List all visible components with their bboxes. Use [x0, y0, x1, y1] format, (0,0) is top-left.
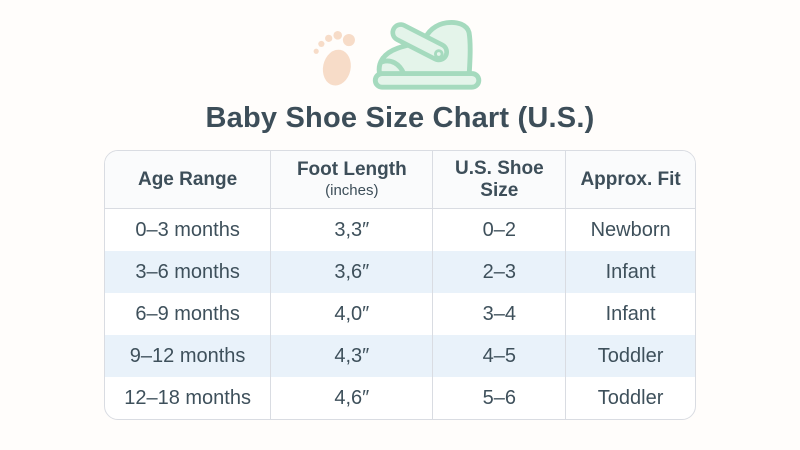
cell-age-range: 6–9 months — [135, 302, 240, 325]
column-header-label: Age Range — [137, 168, 238, 190]
column-header-foot-length: Foot Length (inches) — [270, 151, 432, 208]
baby-shoe-icon — [372, 19, 482, 90]
cell-shoe-size: 0–2 — [432, 209, 565, 251]
column-header-sublabel: (inches) — [325, 182, 379, 200]
table-row-2: 6–9 months 4,0″ 3–4 Infant — [105, 293, 695, 335]
table-row-1: 3–6 months 3,6″ 2–3 Infant — [105, 251, 695, 293]
baby-footprint-icon — [313, 31, 355, 86]
table-row-3: 9–12 months 4,3″ 4–5 Toddler — [105, 335, 695, 377]
header-icons — [0, 0, 800, 96]
cell-approx-fit: Toddler — [565, 377, 695, 419]
cell-shoe-size: 4–5 — [432, 335, 565, 377]
cell-age-range: 3–6 months — [135, 260, 240, 283]
cell-shoe-size: 2–3 — [432, 251, 565, 293]
cell-foot-length: 4,6″ — [270, 377, 432, 419]
size-chart-table: Age Range Foot Length (inches) U.S. Shoe… — [104, 150, 696, 420]
cell-shoe-size: 5–6 — [432, 377, 565, 419]
cell-foot-length: 4,3″ — [270, 335, 432, 377]
cell-age-range: 0–3 months — [135, 218, 240, 241]
cell-foot-length: 3,6″ — [270, 251, 432, 293]
cell-age-range: 9–12 months — [129, 344, 246, 367]
column-header-label: Approx. Fit — [580, 168, 681, 190]
column-header-us-shoe-size: U.S. Shoe Size — [432, 151, 565, 208]
cell-shoe-size: 3–4 — [432, 293, 565, 335]
column-header-label: U.S. Shoe Size — [454, 157, 544, 201]
cell-approx-fit: Toddler — [565, 335, 695, 377]
page-title: Baby Shoe Size Chart (U.S.) — [205, 102, 595, 134]
table-row-0: 0–3 months 3,3″ 0–2 Newborn — [105, 209, 695, 251]
column-header-label: Foot Length — [296, 159, 407, 181]
cell-age-range: 12–18 months — [124, 386, 251, 409]
cell-approx-fit: Infant — [565, 293, 695, 335]
cell-approx-fit: Newborn — [565, 209, 695, 251]
table-header-row: Age Range Foot Length (inches) U.S. Shoe… — [105, 151, 695, 209]
column-header-approx-fit: Approx. Fit — [565, 151, 695, 208]
table-row-4: 12–18 months 4,6″ 5–6 Toddler — [105, 377, 695, 419]
cell-approx-fit: Infant — [565, 251, 695, 293]
cell-foot-length: 4,0″ — [270, 293, 432, 335]
column-header-age-range: Age Range — [105, 151, 270, 208]
cell-foot-length: 3,3″ — [270, 209, 432, 251]
